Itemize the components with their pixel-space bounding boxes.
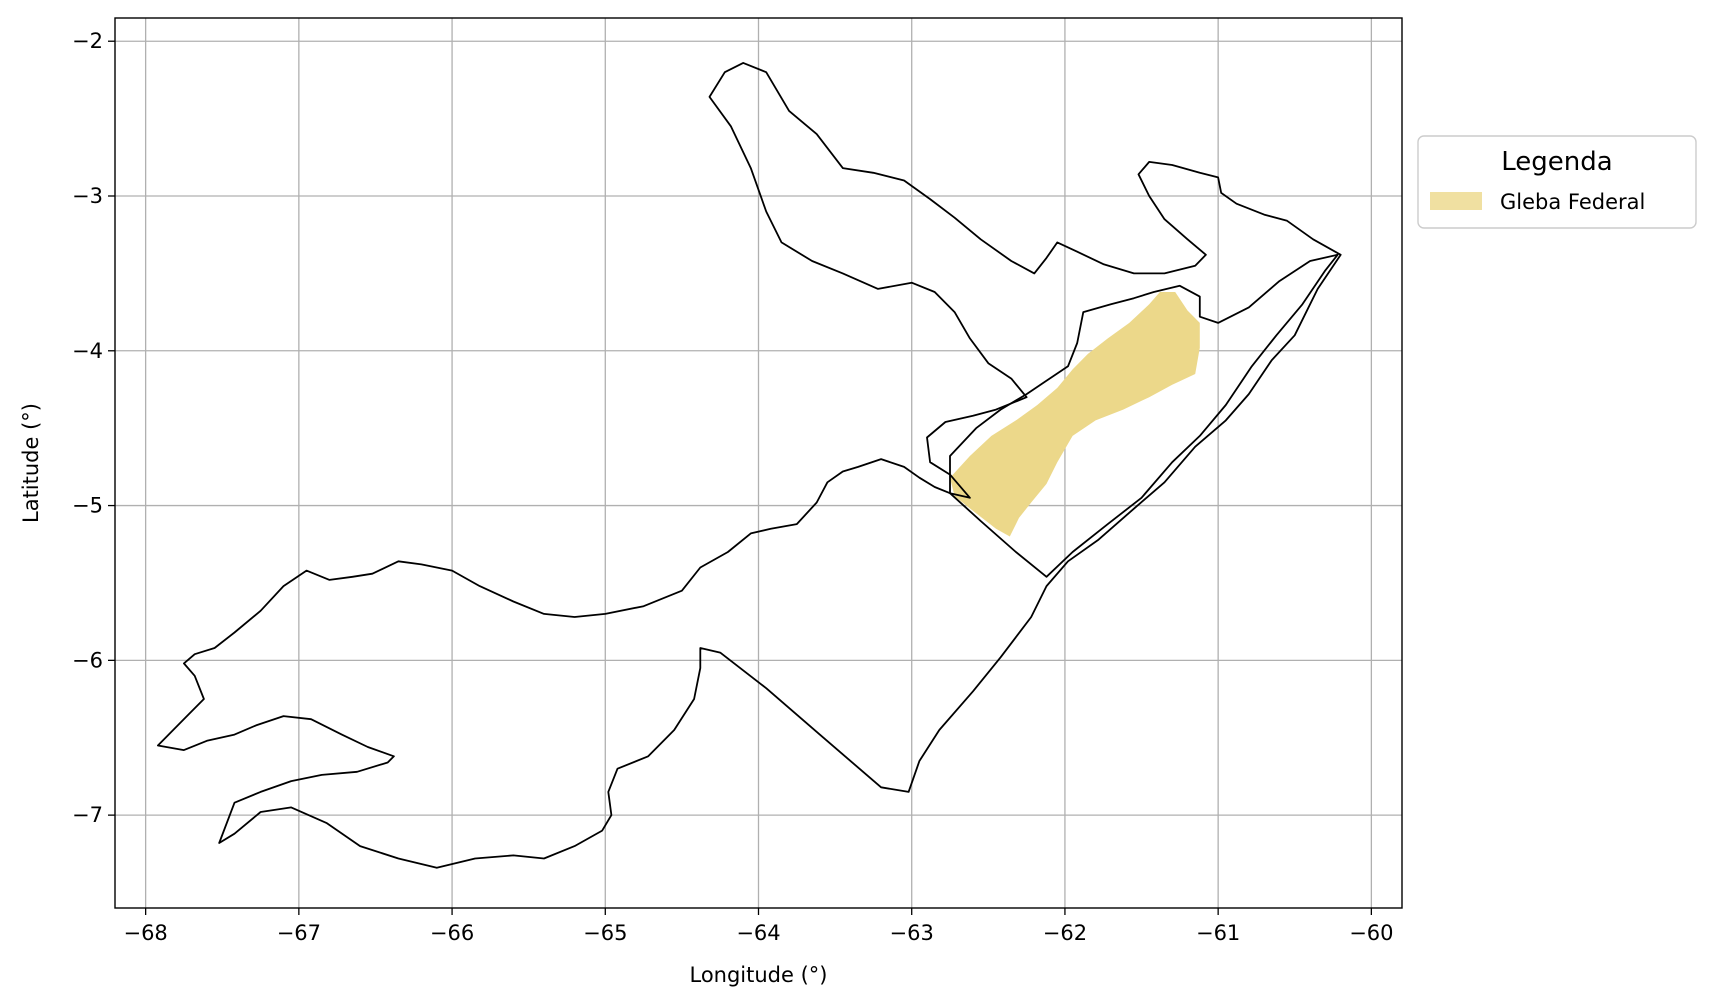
x-tick-label: −63 <box>890 921 934 945</box>
x-tick-label: −66 <box>430 921 474 945</box>
municipality-outline <box>157 62 1342 869</box>
y-tick-label: −6 <box>72 648 103 672</box>
layer-gleba-federal <box>950 292 1200 537</box>
y-tick-label: −5 <box>72 494 103 518</box>
x-tick-label: −68 <box>123 921 167 945</box>
map-layers <box>157 62 1342 869</box>
x-tick-label: −64 <box>736 921 780 945</box>
y-axis-label: Latitude (°) <box>19 403 43 523</box>
y-tick-label: −4 <box>72 339 103 363</box>
x-tick-label: −61 <box>1196 921 1240 945</box>
grid-lines <box>115 18 1402 908</box>
legend-title: Legenda <box>1501 147 1612 177</box>
x-tick-label: −60 <box>1349 921 1393 945</box>
x-tick-label: −62 <box>1043 921 1087 945</box>
axis-ticks: −68 −67 −66 −65 −64 −63 −62 −61 −60 −2 −3 −4 −5 −6 −7 <box>72 29 1393 945</box>
legend-label-gleba-federal: Gleba Federal <box>1500 190 1645 214</box>
y-tick-label: −7 <box>72 803 103 827</box>
legend-box <box>1417 135 1697 229</box>
municipality-outline <box>949 253 1339 578</box>
x-axis-label: Longitude (°) <box>689 963 827 987</box>
y-tick-label: −3 <box>72 184 103 208</box>
legend-swatch-gleba-federal <box>1430 192 1482 210</box>
y-tick-label: −2 <box>72 29 103 53</box>
x-tick-label: −65 <box>583 921 627 945</box>
x-tick-label: −67 <box>277 921 321 945</box>
legend: Legenda Gleba Federal <box>1417 135 1697 229</box>
